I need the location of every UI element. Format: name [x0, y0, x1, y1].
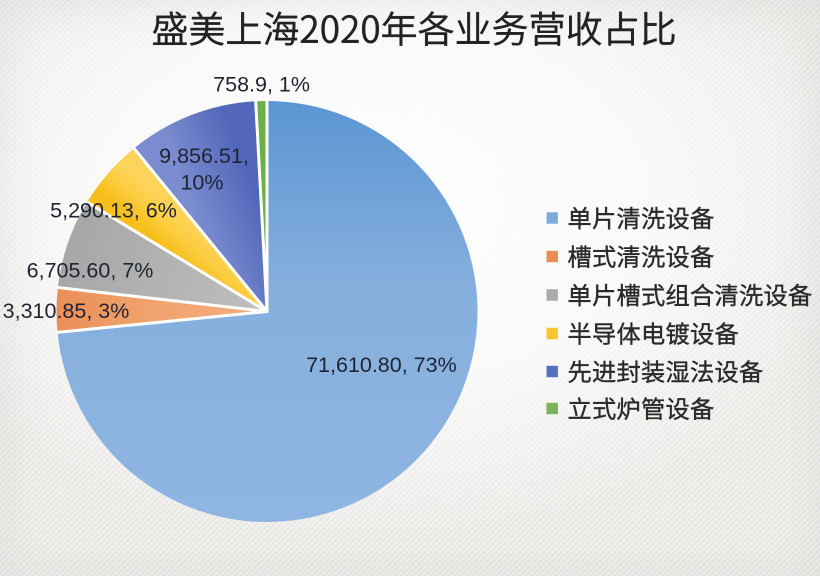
svg-text:6,705.60, 7%: 6,705.60, 7%: [27, 258, 154, 282]
svg-text:758.9, 1%: 758.9, 1%: [213, 72, 310, 96]
svg-text:9,856.51,: 9,856.51,: [159, 144, 249, 168]
svg-text:71,610.80, 73%: 71,610.80, 73%: [306, 353, 457, 377]
svg-text:3,310.85, 3%: 3,310.85, 3%: [3, 299, 130, 323]
svg-text:5,290.13, 6%: 5,290.13, 6%: [50, 198, 177, 222]
svg-text:10%: 10%: [180, 170, 223, 194]
